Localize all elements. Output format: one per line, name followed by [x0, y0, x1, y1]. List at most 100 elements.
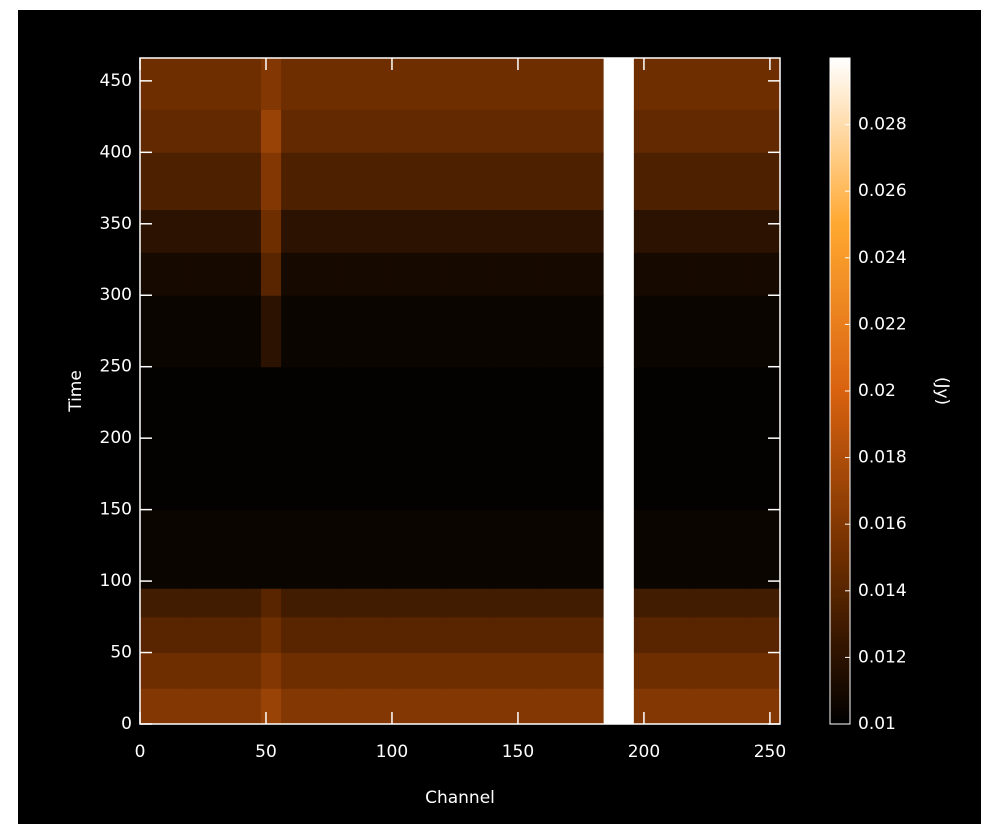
heatmap-cell — [260, 58, 282, 110]
heatmap-cell — [633, 616, 695, 654]
heatmap-cell — [341, 509, 393, 589]
heatmap-cell — [240, 295, 262, 368]
plot-frame — [139, 57, 781, 725]
heatmap-cell — [694, 509, 746, 589]
heatmap-cell — [391, 109, 443, 153]
heatmap-cell — [341, 252, 393, 296]
heatmap-cell — [633, 438, 695, 511]
heatmap-cell — [543, 295, 605, 368]
heatmap-cell — [603, 616, 635, 654]
heatmap-cell — [492, 616, 544, 654]
heatmap-cell — [240, 366, 262, 439]
heatmap-cell — [260, 366, 282, 439]
heatmap-cell — [543, 152, 605, 210]
heatmap-cell — [240, 509, 262, 589]
heatmap-cell — [543, 438, 605, 511]
heatmap-cell — [190, 616, 242, 654]
heatmap-cell — [633, 652, 695, 689]
heatmap-cell — [281, 366, 343, 439]
heatmap-cell — [442, 209, 494, 253]
x-tick-label: 250 — [754, 742, 786, 762]
heatmap-cell — [543, 652, 605, 689]
heatmap-cell — [281, 295, 343, 368]
heatmap-cell — [341, 438, 393, 511]
heatmap-cell — [744, 616, 781, 654]
heatmap-cell — [492, 588, 544, 618]
heatmap-cell — [603, 509, 635, 589]
heatmap-cell — [694, 152, 746, 210]
colorbar-label: (Jy) — [932, 377, 952, 405]
heatmap-cell — [260, 688, 282, 725]
heatmap-cell — [633, 109, 695, 153]
heatmap-cell — [260, 209, 282, 253]
y-tick-label: 100 — [100, 571, 132, 591]
colorbar-tick-label: 0.016 — [858, 514, 907, 534]
heatmap-cell — [341, 366, 393, 439]
heatmap-cell — [603, 152, 635, 210]
y-tick-label: 250 — [100, 357, 132, 377]
heatmap-cell — [442, 58, 494, 110]
heatmap-cell — [442, 688, 494, 725]
colorbar-tick-label: 0.028 — [858, 115, 907, 135]
heatmap-cell — [543, 588, 605, 618]
y-tick-label: 450 — [100, 71, 132, 91]
heatmap-cell — [281, 509, 343, 589]
heatmap-cell — [603, 366, 635, 439]
heatmap-cell — [281, 438, 343, 511]
heatmap-cell — [140, 58, 191, 110]
heatmap-cell — [543, 252, 605, 296]
heatmap-cell — [140, 688, 191, 725]
heatmap-cell — [240, 152, 262, 210]
heatmap-cell — [694, 616, 746, 654]
heatmap-cell — [694, 366, 746, 439]
heatmap-cell — [190, 652, 242, 689]
heatmap-cell — [694, 58, 746, 110]
heatmap-cell — [341, 688, 393, 725]
y-tick-label: 0 — [121, 714, 132, 734]
heatmap-cell — [694, 688, 746, 725]
heatmap-cell — [694, 109, 746, 153]
heatmap-cell — [140, 652, 191, 689]
heatmap-cell — [694, 295, 746, 368]
heatmap-cell — [633, 58, 695, 110]
heatmap-cell — [240, 58, 262, 110]
heatmap-cell — [492, 652, 544, 689]
heatmap-cell — [694, 252, 746, 296]
heatmap-cell — [140, 588, 191, 618]
heatmap-cell — [492, 252, 544, 296]
heatmap-cell — [603, 438, 635, 511]
heatmap-cell — [492, 209, 544, 253]
heatmap-cell — [260, 652, 282, 689]
heatmap-cell — [240, 688, 262, 725]
heatmap-cell — [694, 209, 746, 253]
heatmap-cell — [442, 438, 494, 511]
colorbar-tick-label: 0.018 — [858, 448, 907, 468]
heatmap-cell — [603, 58, 635, 110]
heatmap-cell — [744, 58, 781, 110]
heatmap-cell — [603, 209, 635, 253]
heatmap-cell — [442, 588, 494, 618]
y-tick-label: 200 — [100, 428, 132, 448]
heatmap-cell — [694, 588, 746, 618]
heatmap-cell — [442, 252, 494, 296]
heatmap-cell — [694, 652, 746, 689]
heatmap-cell — [744, 652, 781, 689]
heatmap-cell — [603, 295, 635, 368]
heatmap-cell — [744, 509, 781, 589]
heatmap-cell — [240, 652, 262, 689]
heatmap-cell — [260, 295, 282, 368]
heatmap-cell — [260, 252, 282, 296]
heatmap-cell — [190, 152, 242, 210]
heatmap-cell — [442, 109, 494, 153]
heatmap-cell — [442, 652, 494, 689]
heatmap-cell — [603, 688, 635, 725]
heatmap-cell — [633, 509, 695, 589]
heatmap-cell — [140, 438, 191, 511]
heatmap-cell — [140, 616, 191, 654]
heatmap-cell — [140, 252, 191, 296]
heatmap-cell — [543, 109, 605, 153]
heatmap-cell — [260, 588, 282, 618]
heatmap-cell — [140, 366, 191, 439]
heatmap-cell — [603, 652, 635, 689]
